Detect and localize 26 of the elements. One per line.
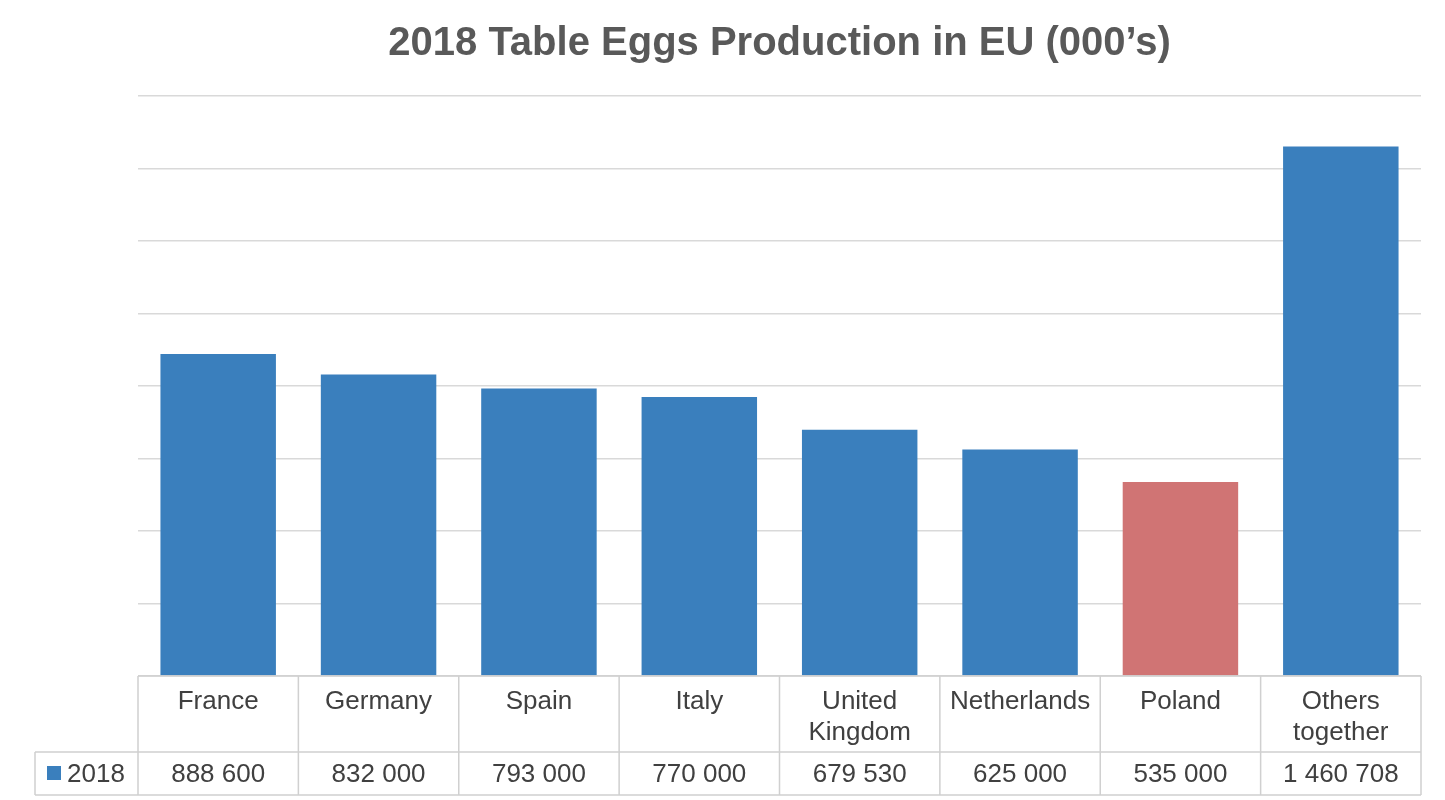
chart-title: 2018 Table Eggs Production in EU (000’s) (388, 19, 1171, 64)
x-tick-label: Others together (1293, 684, 1389, 746)
bar (320, 374, 437, 676)
x-tick-label: Poland (1139, 684, 1221, 715)
bar (1283, 146, 1399, 676)
x-tick-label: Netherlands (949, 684, 1091, 715)
data-label: 1 460 708 (1282, 757, 1399, 788)
data-label: 770 000 (652, 757, 747, 788)
bar (962, 449, 1078, 676)
data-label: 888 600 (171, 757, 266, 788)
x-tick-label: Italy (675, 684, 724, 715)
x-tick-label: United Kingdom (808, 684, 911, 746)
x-tick-label: Spain (505, 684, 573, 715)
data-label: 679 530 (812, 757, 907, 788)
data-label: 793 000 (491, 757, 586, 788)
data-label: 535 000 (1133, 757, 1228, 788)
bar (801, 429, 918, 676)
bar (481, 388, 597, 676)
bar (641, 396, 758, 676)
data-label: 832 000 (331, 757, 426, 788)
bar (1122, 482, 1239, 676)
data-label: 625 000 (973, 757, 1068, 788)
x-tick-label: Germany (325, 684, 433, 715)
x-tick-label: France (177, 684, 259, 715)
bar (160, 353, 276, 676)
legend-label: 2018 (67, 757, 125, 788)
